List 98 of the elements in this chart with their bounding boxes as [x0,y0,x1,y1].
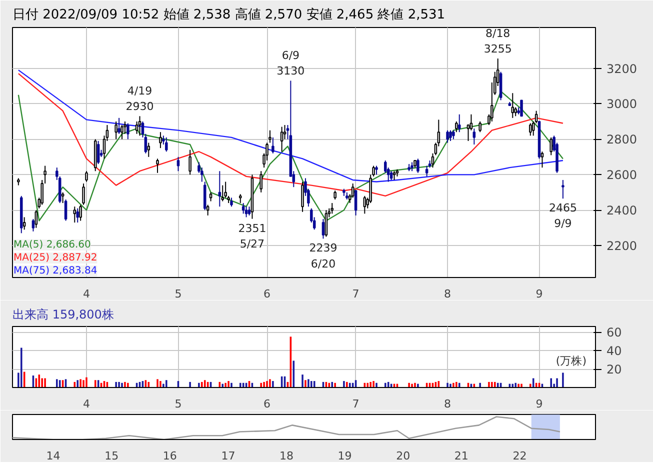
candlestick [34,210,38,228]
candlestick [529,122,532,136]
candlestick [244,206,248,218]
x-tick-label: 9 [536,398,543,410]
x-tick-label: 17 [221,450,236,462]
candlestick [176,156,180,172]
candlestick [550,136,552,156]
text: MA(75) 2,683.84 [14,266,98,276]
annotation: (万株) [556,354,587,368]
candlestick [472,128,476,146]
x-tick-label: 7 [352,398,360,410]
y-tick-label: 2800 [606,132,638,147]
candlestick [458,114,461,133]
candlestick [363,195,366,214]
candlestick [85,170,88,182]
candlestick [61,192,64,204]
candlestick [540,151,544,168]
candlestick [114,120,118,140]
annotation: 4/19 2930 [126,84,154,114]
candlestick [455,120,458,133]
x-tick-label: 22 [512,450,527,462]
candlestick [260,170,262,193]
x-tick-label: 14 [46,450,60,462]
y-tick-label: 20 [606,362,622,377]
candlestick [466,124,470,142]
candlestick [79,204,82,222]
x-tick-label: 7 [352,288,360,300]
candlestick [76,208,79,224]
candlestick [96,140,100,165]
candlestick [138,116,142,136]
x-tick-label: 9 [536,288,543,300]
x-tick-label: 16 [162,450,177,462]
candlestick [64,198,68,222]
y-tick-label: 3200 [606,62,638,76]
candlestick [268,130,272,144]
candlestick [446,130,449,144]
candlestick [301,181,304,212]
y-tick-label: 3000 [606,97,638,112]
annotation: 6/9 3130 [276,49,305,78]
y-tick-label: 40 [606,344,622,358]
candlestick [478,120,482,133]
candlestick [416,158,420,174]
candlestick [118,117,120,134]
candlestick [280,126,284,152]
candlestick [22,216,26,230]
chart-title: 日付 2022/09/09 10:52 始値 2,538 高値 2,570 安値 2,465 終値 2,531 [12,6,446,22]
candlestick [242,202,245,214]
candlestick [221,184,224,202]
annotation: 8/18 3255 [484,26,512,56]
candlestick [511,92,514,118]
x-tick-label: 20 [396,450,410,462]
annotation: 2351 5/27 [238,222,266,250]
x-tick-label: 6 [264,288,271,300]
x-tick-label: 15 [104,450,119,462]
chart-title: 出来高 159,800株 [12,308,114,322]
candlestick [449,130,452,142]
candlestick [73,206,76,224]
text: MA(25) 2,887.92 [14,252,98,264]
candlestick [218,170,222,208]
candlestick [283,124,286,140]
candlestick [159,132,162,149]
candlestick [120,124,124,140]
candlestick [562,179,564,200]
x-tick-label: 8 [444,398,452,410]
candlestick [147,142,150,158]
x-tick-label: 18 [280,450,294,462]
x-tick-label: 8 [444,288,452,300]
candlestick [126,122,130,140]
x-tick-label: 4 [82,398,90,410]
x-tick-label: 21 [454,450,468,462]
candlestick [354,190,358,216]
candlestick [322,218,325,240]
candlestick [165,136,168,152]
x-tick-label: 19 [338,450,352,462]
candlestick [520,100,523,117]
candlestick [188,149,192,176]
candlestick [425,165,428,177]
candlestick [272,136,274,154]
candlestick [203,181,206,211]
candlestick [470,114,473,131]
candlestick [324,210,328,238]
candlestick [156,158,159,174]
y-tick-label: 2400 [606,204,638,218]
x-tick-label: 4 [82,288,90,300]
x-tick-label: 6 [264,398,271,410]
y-tick-label: 2200 [606,239,638,254]
y-tick-label: 60 [606,326,622,340]
candlestick [499,71,502,101]
annotation: 2239 6/20 [309,242,338,270]
x-tick-label: 5 [174,398,182,410]
candlestick [330,202,334,214]
text: MA(5) 2,686.60 [14,240,91,250]
y-tick-label: 2600 [606,168,638,182]
x-tick-label: 5 [174,288,182,300]
candlestick [82,183,85,206]
candlestick [206,204,210,216]
annotation: 2465 9/9 [548,202,577,230]
candlestick [32,218,35,232]
